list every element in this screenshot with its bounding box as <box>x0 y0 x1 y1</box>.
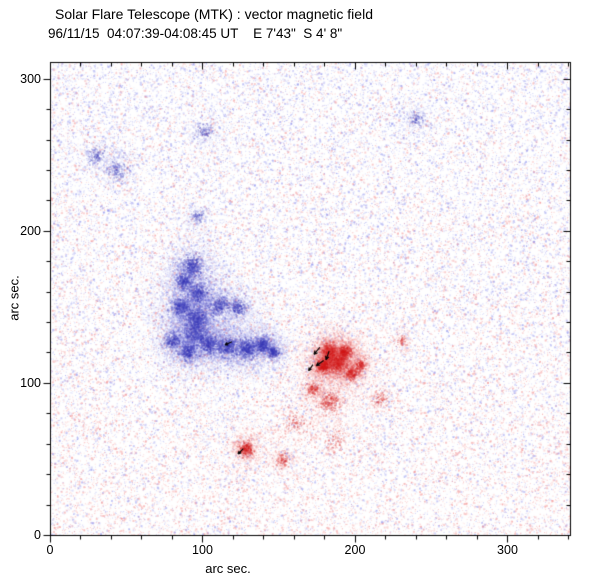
plot-subtitle: 96/11/15 04:07:39-04:08:45 UT E 7'43" S … <box>48 26 343 41</box>
y-tick-label: 200 <box>20 223 41 238</box>
y-tick-label: 300 <box>20 71 41 86</box>
y-tick-label: 0 <box>34 528 41 542</box>
x-tick-label: 0 <box>46 543 54 557</box>
y-tick-label: 100 <box>20 375 41 390</box>
plot-title: Solar Flare Telescope (MTK) : vector mag… <box>55 6 373 22</box>
x-tick-label: 200 <box>344 543 366 557</box>
x-axis-label: arc sec. <box>205 561 251 576</box>
x-tick-label: 300 <box>497 543 518 557</box>
y-axis-label: arc sec. <box>6 275 22 321</box>
x-tick-label: 100 <box>192 543 213 557</box>
